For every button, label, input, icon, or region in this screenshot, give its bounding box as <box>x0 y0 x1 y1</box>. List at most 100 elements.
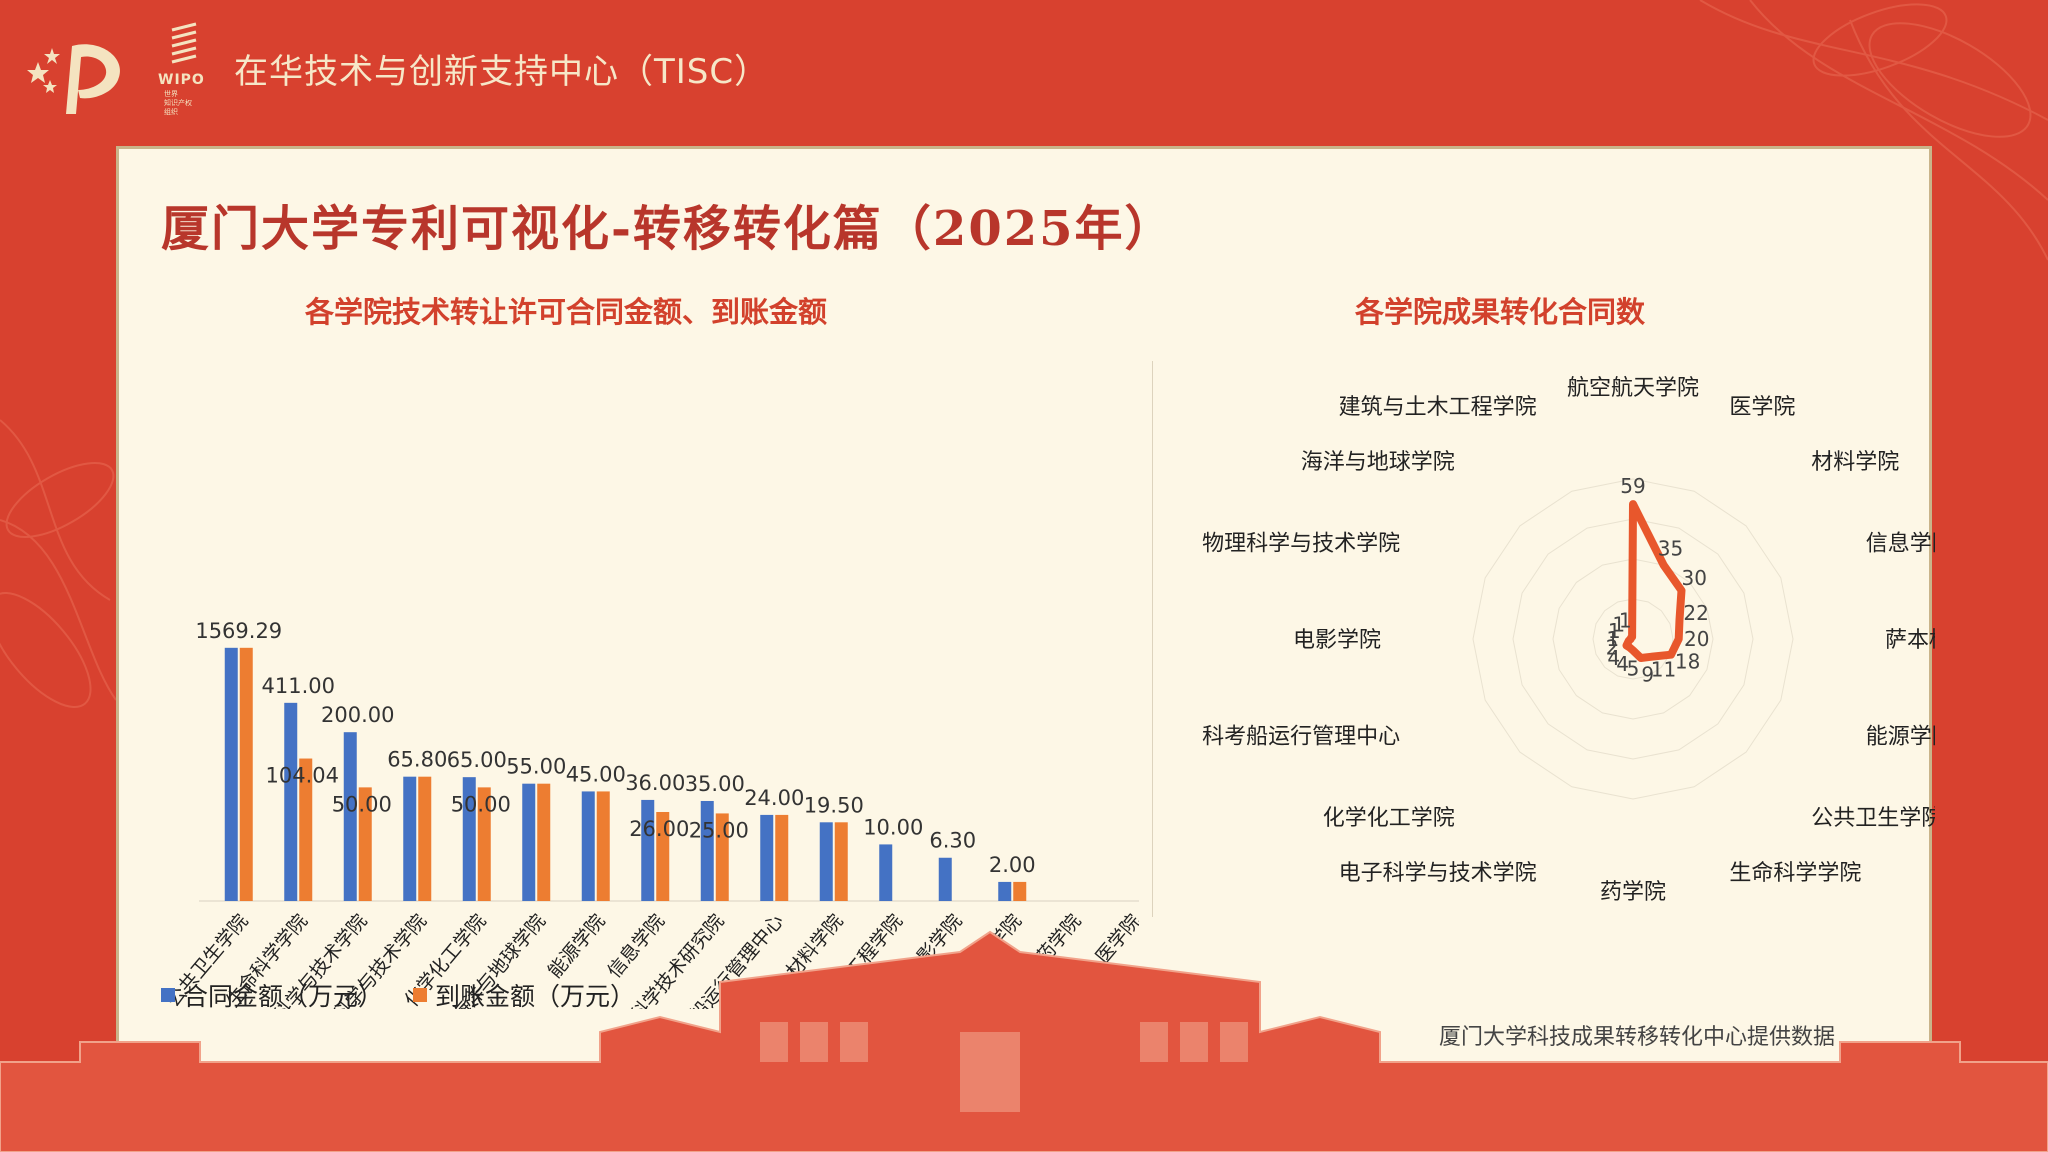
bar-contract <box>879 844 893 901</box>
bar-label-contract: 1569.29 <box>195 619 282 643</box>
legend-label-received: 到账金额（万元） <box>435 982 636 1011</box>
radar-category-label: 材料学院 <box>1811 450 1899 475</box>
org-title: 在华技术与创新支持中心（TISC） <box>234 51 770 92</box>
radar-value-label: 30 <box>1681 566 1706 590</box>
bar-label-received: 104.04 <box>266 764 339 788</box>
bar-received <box>418 776 432 901</box>
radar-value-label: 18 <box>1675 650 1700 674</box>
bar-label-contract: 35.00 <box>685 772 745 796</box>
bar-label-received: 25.00 <box>689 818 749 842</box>
radar-category-label: 科考船运行管理中心 <box>1202 724 1400 749</box>
bar-contract <box>284 702 298 901</box>
radar-category-label: 生命科学学院 <box>1729 861 1861 886</box>
wipo-label: WIPO <box>158 72 205 88</box>
tisc-logo-icon <box>27 44 121 114</box>
legend-item-contract: 合同金额（万元） <box>161 977 383 1013</box>
radar-value-label: 20 <box>1684 627 1709 651</box>
bar-received <box>477 787 491 901</box>
bar-received <box>775 814 789 901</box>
radar-value-label: 5 <box>1627 656 1640 680</box>
radar-value-label: 11 <box>1651 658 1676 682</box>
radar-grid-ring <box>1592 598 1674 680</box>
radar-value-label: 1 <box>1612 613 1625 637</box>
bar-label-contract: 19.50 <box>804 793 864 817</box>
bar-received <box>715 813 729 901</box>
bar-contract <box>462 777 476 901</box>
bar-received <box>834 822 848 901</box>
building-silhouette-footer <box>0 930 2048 1152</box>
radar-grid-ring <box>1552 558 1714 720</box>
radar-category-label: 电影学院 <box>1293 628 1381 653</box>
bar-label-contract: 411.00 <box>262 674 335 698</box>
radar-value-label: 2 <box>1606 636 1619 660</box>
bar-label-contract: 200.00 <box>321 703 394 727</box>
bar-contract <box>403 776 417 901</box>
bar-contract <box>760 814 774 901</box>
bar-label-received: 50.00 <box>332 792 392 816</box>
bar-contract <box>700 800 714 901</box>
radar-value-label: 1 <box>1619 608 1632 632</box>
bar-chart-title: 各学院技术转让许可合同金额、到账金额 <box>305 295 828 329</box>
bar-label-contract: 65.00 <box>447 748 507 772</box>
bar-received <box>656 811 670 901</box>
bar-chart: 1569.29公共卫生学院411.00104.04生命科学学院200.0050.… <box>162 619 1139 1009</box>
radar-value-label: 35 <box>1658 537 1683 561</box>
radar-grid-ring <box>1472 478 1794 800</box>
bar-contract <box>819 822 833 901</box>
bar-received <box>537 783 551 901</box>
radar-category-label: 化学化工学院 <box>1323 806 1455 831</box>
bar-label-contract: 2.00 <box>989 853 1036 877</box>
radar-value-label: 9 <box>1641 663 1654 687</box>
legend-swatch-orange <box>413 988 428 1002</box>
radar-value-label: 1 <box>1608 619 1621 643</box>
bar-contract <box>224 647 238 901</box>
bar-received <box>358 787 372 901</box>
radar-value-label: 22 <box>1683 601 1708 625</box>
radar-category-label: 信息学院 <box>1866 532 1935 557</box>
bar-received <box>299 758 313 901</box>
legend-label-contract: 合同金额（万元） <box>183 982 384 1011</box>
bar-received <box>1013 881 1027 901</box>
radar-category-label: 建筑与土木工程学院 <box>1339 395 1537 420</box>
wipo-emblem-icon <box>171 22 197 64</box>
bar-label-contract: 55.00 <box>506 755 566 779</box>
bar-label-contract: 6.30 <box>929 829 976 853</box>
radar-value-label: 59 <box>1620 474 1645 498</box>
bar-contract <box>343 732 357 901</box>
radar-category-label: 航空航天学院 <box>1567 376 1699 401</box>
bar-label-contract: 10.00 <box>863 815 923 839</box>
legend-swatch-blue <box>161 988 175 1002</box>
page-title: 厦门大学专利可视化-转移转化篇（2025年） <box>161 201 1175 257</box>
radar-chart-title: 各学院成果转化合同数 <box>1355 295 1646 329</box>
bar-contract <box>522 783 536 901</box>
radar-grid-ring <box>1512 518 1754 760</box>
radar-chart: 59353022201811954421111航空航天学院医学院材料学院信息学院… <box>1202 376 1935 905</box>
wipo-logo: WIPO 世界 知识产权 组织 <box>152 18 224 118</box>
bar-received <box>239 647 253 901</box>
bar-contract <box>998 881 1012 901</box>
radar-value-label: 4 <box>1607 646 1620 670</box>
wipo-small-text: 世界 知识产权 组织 <box>164 90 192 116</box>
bar-label-contract: 24.00 <box>744 786 804 810</box>
bar-contract <box>938 857 952 901</box>
radar-series-line <box>1622 500 1686 662</box>
radar-category-label: 公共卫生学院 <box>1811 806 1935 831</box>
radar-category-label: 海洋与地球学院 <box>1301 450 1455 475</box>
radar-category-label: 萨本栋微米纳米科... <box>1885 628 1935 653</box>
radar-category-label: 药学院 <box>1600 880 1666 905</box>
bar-label-contract: 65.80 <box>387 748 447 772</box>
source-note: 厦门大学科技成果转移转化中心提供数据 <box>1439 1025 1836 1050</box>
chart-divider <box>1152 361 1153 917</box>
radar-category-label: 物理科学与技术学院 <box>1202 532 1400 557</box>
bar-label-received: 50.00 <box>451 792 511 816</box>
bar-label-received: 26.00 <box>629 817 689 841</box>
radar-value-label: 4 <box>1616 652 1629 676</box>
radar-category-label: 医学院 <box>1729 395 1795 420</box>
bar-contract <box>641 799 655 901</box>
bar-received <box>596 791 610 901</box>
bar-label-contract: 45.00 <box>566 762 626 786</box>
radar-value-label: 1 <box>1606 627 1619 651</box>
bar-legend: 合同金额（万元） 到账金额（万元） <box>161 977 665 1013</box>
radar-category-label: 电子科学与技术学院 <box>1339 861 1537 886</box>
